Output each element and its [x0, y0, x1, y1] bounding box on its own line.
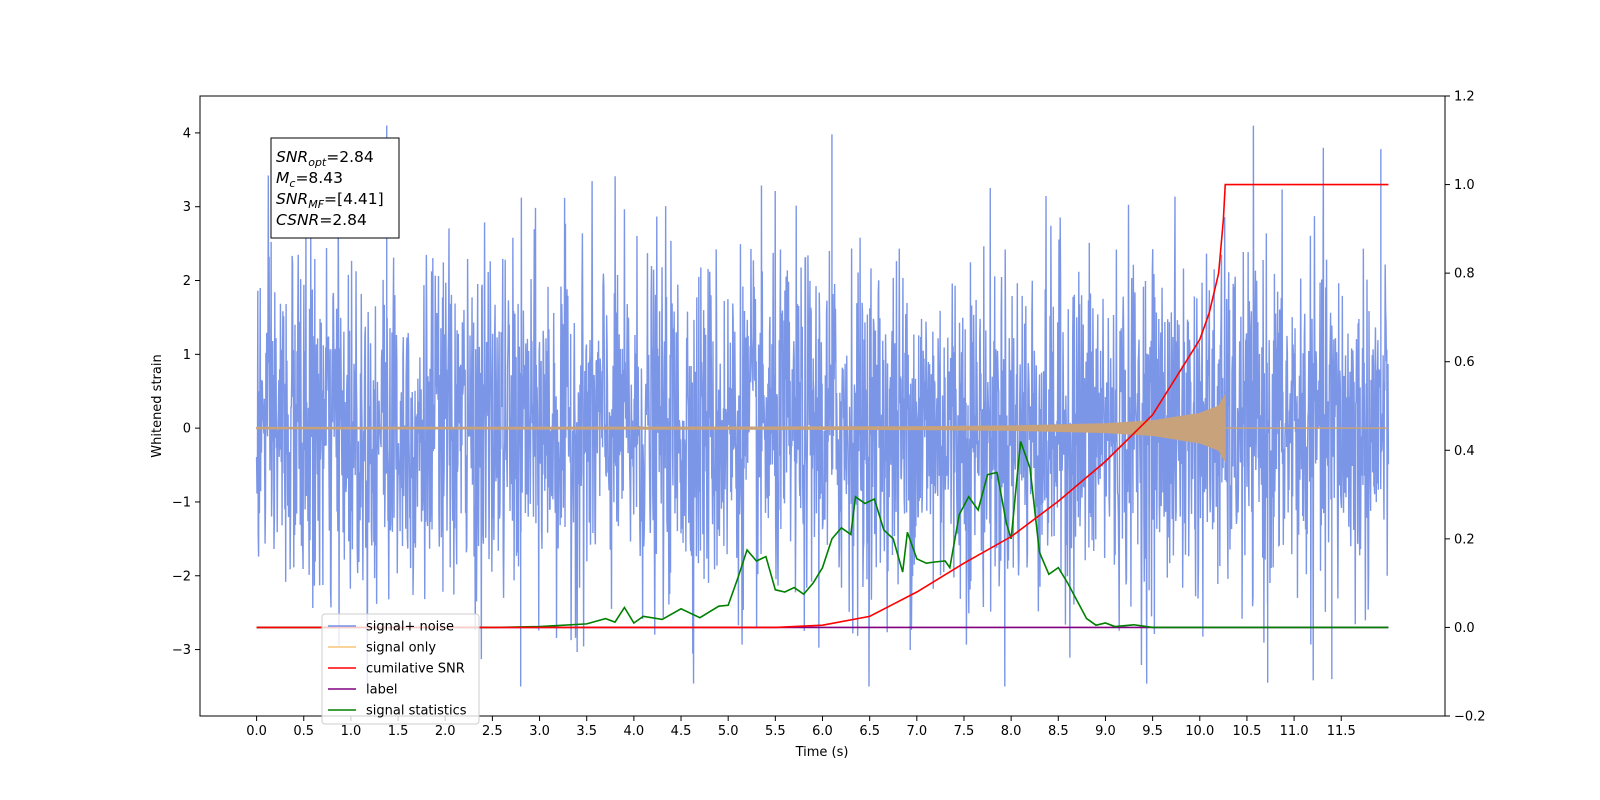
x-tick-label: 8.0: [1001, 724, 1022, 739]
x-tick-label: 1.0: [341, 724, 362, 739]
x-tick-label: 7.5: [954, 724, 975, 739]
x-tick-label: 3.5: [576, 724, 597, 739]
legend-label: cumilative SNR: [366, 662, 465, 677]
y-tick-label: 1: [183, 348, 191, 363]
x-tick-label: 11.5: [1327, 724, 1356, 739]
x-tick-label: 3.0: [529, 724, 550, 739]
x-tick-label: 1.5: [388, 724, 409, 739]
x-tick-label: 5.5: [765, 724, 786, 739]
legend-label: signal+ noise: [366, 620, 454, 635]
x-tick-label: 9.0: [1095, 724, 1116, 739]
x-tick-label: 8.5: [1048, 724, 1069, 739]
series-cumulative-snr: [256, 183, 1389, 629]
y2-tick-label: 0.4: [1454, 444, 1475, 459]
y2-tick-label: 0.0: [1454, 621, 1475, 636]
x-tick-label: 5.0: [718, 724, 739, 739]
x-tick-label: 0.5: [293, 724, 314, 739]
x-tick-label: 4.5: [671, 724, 692, 739]
y2-tick-label: 0.8: [1454, 267, 1475, 282]
x-tick-label: 11.0: [1280, 724, 1309, 739]
y2-tick-label: 0.6: [1454, 355, 1475, 370]
annotation-line: SNRopt=2.84: [276, 148, 374, 169]
x-tick-label: 7.0: [906, 724, 927, 739]
annotation-frame: [270, 137, 400, 239]
legend-label: label: [366, 683, 397, 698]
x-axis: 0.0 0.5 1.0 1.5 2.0 2.5 3.0 3.5 4.0 4.5 5.0 5.5 6.0 6…: [246, 716, 1356, 739]
annotation-line: SNRMF=[4.41]: [276, 190, 384, 211]
y-tick-label: −3: [172, 643, 191, 658]
x-tick-label: 6.5: [859, 724, 880, 739]
x-tick-label: 0.0: [246, 724, 267, 739]
y-tick-label: 2: [183, 274, 191, 289]
y-tick-label: 0: [183, 422, 191, 437]
y2-tick-label: 1.0: [1454, 178, 1475, 193]
x-tick-label: 2.0: [435, 724, 456, 739]
series-layer: [255, 125, 1390, 687]
y2-tick-label: 0.2: [1454, 532, 1475, 547]
x-tick-label: 10.0: [1185, 724, 1214, 739]
legend-frame: [321, 613, 480, 725]
y-tick-label: −2: [172, 569, 191, 584]
y-tick-label: 4: [183, 126, 191, 141]
annotation-line: Mc=8.43: [276, 169, 343, 190]
x-tick-label: 4.0: [624, 724, 645, 739]
y-tick-label: 3: [183, 200, 191, 215]
annotation-line: CSNR=2.84: [276, 211, 367, 229]
x-axis-label: Time (s): [795, 745, 849, 760]
y-axis-label: Whitened strain: [150, 354, 165, 457]
x-tick-label: 2.5: [482, 724, 503, 739]
y-tick-label: −1: [172, 495, 191, 510]
y2-tick-label: 1.2: [1454, 90, 1475, 105]
legend-label: signal statistics: [366, 704, 467, 719]
series-signal-noise: [255, 125, 1390, 687]
y-axis-right: −0.2 0.0 0.2 0.4 0.6 0.8 1.0 1.2: [1445, 90, 1486, 725]
x-tick-label: 9.5: [1142, 724, 1163, 739]
series-signal-statistics: [256, 441, 1389, 629]
x-tick-label: 6.0: [812, 724, 833, 739]
legend-entries: signal+ noise signal only cumilative SNR la…: [328, 620, 467, 719]
legend-label: signal only: [366, 641, 436, 656]
x-tick-label: 10.5: [1232, 724, 1261, 739]
legend: signal+ noise signal only cumilative SNR la…: [321, 613, 480, 725]
y2-tick-label: −0.2: [1454, 710, 1486, 725]
y-axis-left: −3 −2 −1 0 1 2 3 4: [172, 126, 200, 658]
